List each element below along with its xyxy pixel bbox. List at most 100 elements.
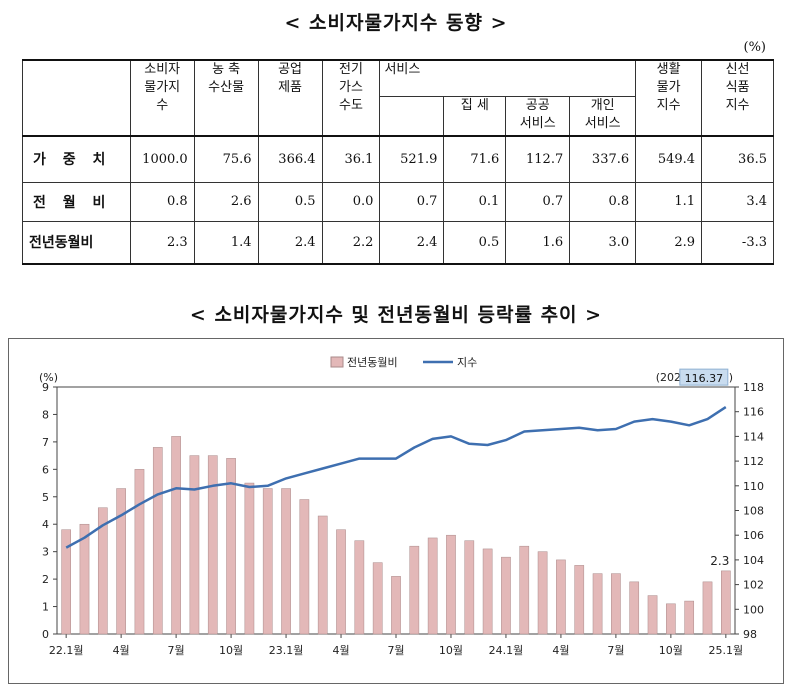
header-industrial: 공업 제품 xyxy=(257,59,323,137)
bar xyxy=(97,507,108,635)
bar xyxy=(446,534,456,635)
x-tick-label: 10월 xyxy=(219,644,243,657)
cpi-summary-table: 소비자 물가지 수 농 축 수산물 공업 제품 전기 가스 수도 서비스 생활 물가 지수 신선… xyxy=(22,59,774,265)
left-tick-label: 8 xyxy=(42,408,49,421)
header-corner xyxy=(22,59,131,137)
bar xyxy=(611,573,621,635)
bar xyxy=(281,488,291,635)
header-rent: 집 세 xyxy=(443,95,507,137)
table-cell: 36.1 xyxy=(321,135,381,183)
bar xyxy=(299,499,310,635)
header-public-services: 공공 서비스 xyxy=(505,95,571,137)
table-title: < 소비자물가지수 동향 > xyxy=(284,12,508,34)
header-living: 생활 물가 지수 xyxy=(635,59,703,137)
bar xyxy=(702,581,713,635)
bar xyxy=(666,603,676,635)
table-cell: 366.4 xyxy=(257,135,323,183)
index-last-box xyxy=(679,368,729,386)
bar xyxy=(592,573,603,635)
left-tick-label: 4 xyxy=(42,518,49,531)
row-label-mom: 전 월 비 xyxy=(22,181,131,222)
bar xyxy=(244,482,255,635)
bar xyxy=(427,537,438,635)
left-tick-label: 7 xyxy=(42,436,49,449)
table-cell: 0.1 xyxy=(443,181,507,222)
left-tick-label: 3 xyxy=(42,546,49,559)
row-label-yoy: 전년동월비 xyxy=(22,220,131,265)
header-private-services: 개인 서비스 xyxy=(569,95,637,137)
header-utilities: 전기 가스 수도 xyxy=(321,59,381,137)
table-cell: 36.5 xyxy=(701,135,774,183)
table-cell: 521.9 xyxy=(379,135,445,183)
bar xyxy=(262,488,273,635)
table-cell: 112.7 xyxy=(505,135,571,183)
right-tick-label: 98 xyxy=(743,628,757,641)
table-cell: 1000.0 xyxy=(129,135,195,183)
table-cell: 0.5 xyxy=(443,220,507,265)
x-tick-label: 4월 xyxy=(113,644,130,657)
table-cell: 0.0 xyxy=(321,181,381,222)
right-tick-label: 104 xyxy=(743,554,764,567)
index-line xyxy=(65,406,727,549)
table-cell: 1.6 xyxy=(505,220,571,265)
index-last-label: 116.37 xyxy=(685,372,724,385)
header-agri: 농 축 수산물 xyxy=(193,59,259,137)
bar xyxy=(61,529,71,635)
bar xyxy=(152,447,163,635)
bar xyxy=(171,436,181,635)
table-unit: (%) xyxy=(743,40,767,55)
table-cell: 0.8 xyxy=(569,181,637,222)
x-tick-label: 10월 xyxy=(659,644,683,657)
chart-axes: 0 1 2 3 4 5 6 7 8 9 98 100 102 104 106 108 110 112 114 116 1… xyxy=(42,381,764,657)
table-cell: 71.6 xyxy=(443,135,507,183)
table-cell: 75.6 xyxy=(193,135,259,183)
x-tick-label: 23.1월 xyxy=(269,644,304,657)
table-cell: 2.3 xyxy=(129,220,195,265)
bar xyxy=(336,529,346,635)
table-cell: 0.8 xyxy=(129,181,195,222)
bar xyxy=(464,540,475,635)
bar xyxy=(574,565,585,635)
right-tick-label: 118 xyxy=(743,381,764,394)
legend-label-index: 지수 xyxy=(457,356,477,369)
legend-label-rate: 전년동월비 xyxy=(347,356,398,369)
table-cell: 1.1 xyxy=(635,181,703,222)
bar xyxy=(556,559,566,635)
left-tick-label: 2 xyxy=(42,573,49,586)
table-cell: 2.9 xyxy=(635,220,703,265)
x-tick-label: 4월 xyxy=(332,644,349,657)
bar xyxy=(629,581,640,635)
bar xyxy=(482,548,493,635)
table-cell: 0.7 xyxy=(379,181,445,222)
x-tick-label: 7월 xyxy=(387,644,404,657)
bar xyxy=(519,545,530,635)
bar-series xyxy=(61,436,731,635)
x-tick-label: 22.1월 xyxy=(49,644,84,657)
left-tick-label: 0 xyxy=(42,628,49,641)
right-tick-label: 110 xyxy=(743,480,764,493)
table-cell: 0.5 xyxy=(257,181,323,222)
bar xyxy=(537,551,548,635)
header-all-items: 소비자 물가지 수 xyxy=(129,59,195,137)
left-tick-label: 6 xyxy=(42,463,49,476)
bar xyxy=(684,600,695,635)
left-tick-label: 1 xyxy=(42,601,49,614)
header-services: 서비스 xyxy=(379,59,637,97)
right-tick-label: 112 xyxy=(743,455,764,468)
header-services-blank xyxy=(379,96,445,137)
bar xyxy=(79,523,90,635)
chart-frame: 0 1 2 3 4 5 6 7 8 9 98 100 102 104 106 108 110 112 114 116 1… xyxy=(8,338,784,684)
left-tick-label: 5 xyxy=(42,491,49,504)
bar xyxy=(189,455,200,635)
table-cell: 549.4 xyxy=(635,135,703,183)
right-tick-label: 102 xyxy=(743,579,764,592)
bar xyxy=(501,556,511,635)
header-fresh: 신선 식품 지수 xyxy=(701,59,774,137)
x-tick-label: 10월 xyxy=(439,644,463,657)
bar xyxy=(317,515,328,635)
table-cell: 1.4 xyxy=(193,220,259,265)
bar xyxy=(226,458,236,635)
table-cell: 2.4 xyxy=(379,220,445,265)
table-cell: 2.2 xyxy=(321,220,381,265)
